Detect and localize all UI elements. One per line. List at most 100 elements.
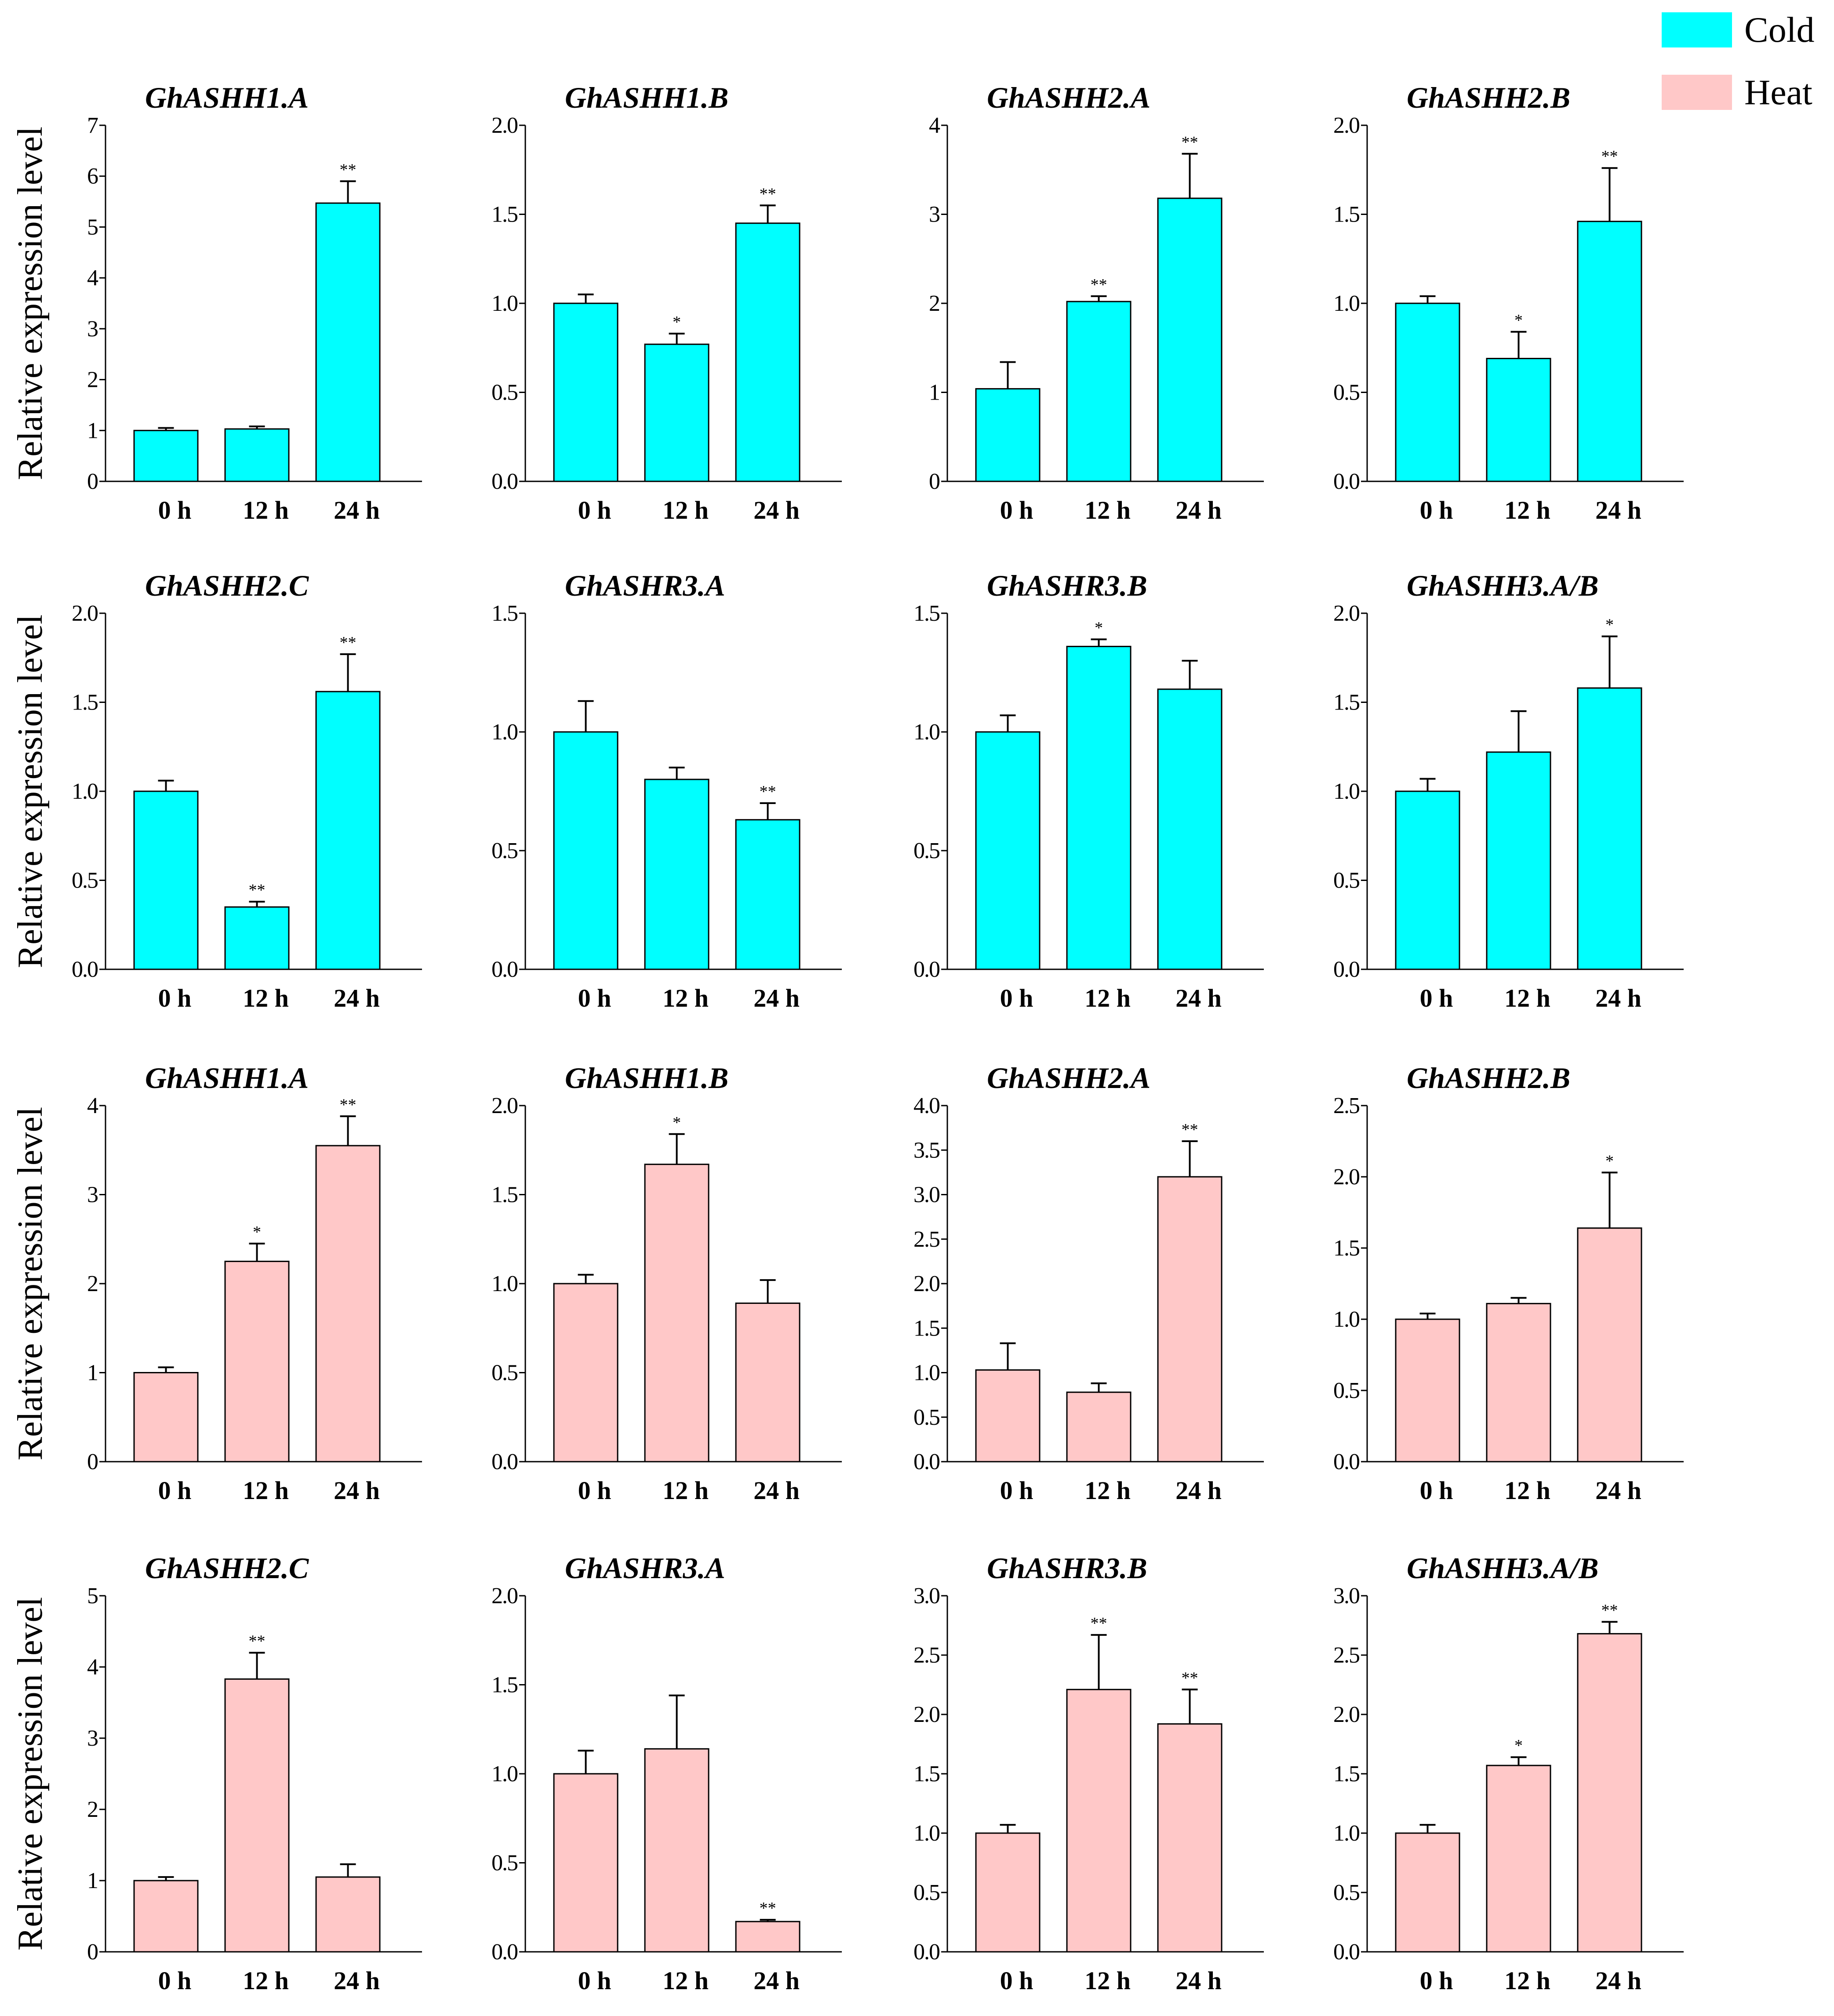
x-tick-label: 12 h — [662, 496, 709, 524]
bar-24h — [1577, 221, 1642, 482]
y-tick-label: 6 — [87, 164, 98, 189]
legend: Cold Heat — [1662, 10, 1814, 112]
bar-24h — [1577, 1227, 1642, 1463]
bar-0h — [975, 388, 1041, 482]
legend-swatch-heat — [1662, 75, 1732, 110]
significance-marker: ** — [760, 782, 776, 801]
bar-12h — [224, 1678, 290, 1953]
chart-title: GhASHH1.B — [565, 81, 728, 114]
bar-0h — [553, 731, 619, 970]
significance-marker: ** — [249, 881, 266, 899]
y-tick-label: 3.0 — [913, 1183, 940, 1208]
y-tick-label: 0.0 — [1333, 957, 1360, 982]
x-tick-label: 0 h — [1420, 1476, 1453, 1505]
x-tick-label: 12 h — [243, 496, 289, 524]
x-tick-label: 0 h — [158, 496, 192, 524]
significance-marker: ** — [249, 1632, 266, 1651]
x-tick-label: 0 h — [1420, 984, 1453, 1012]
bar-24h — [1577, 1633, 1642, 1953]
x-tick-label: 12 h — [1504, 1476, 1550, 1505]
bar-24h — [1157, 1723, 1223, 1953]
x-tick-label: 24 h — [1175, 496, 1222, 524]
x-tick-label: 24 h — [753, 1966, 800, 1995]
bar-12h — [1066, 301, 1132, 482]
chart-title: GhASHR3.A — [565, 1551, 725, 1585]
chart-title: GhASHH1.B — [565, 1061, 728, 1095]
significance-marker: ** — [1601, 1601, 1618, 1619]
y-tick-label: 0.5 — [72, 868, 98, 893]
chart-title: GhASHH2.A — [987, 81, 1150, 114]
x-tick-label: 24 h — [334, 984, 380, 1012]
y-tick-label: 3 — [929, 202, 939, 227]
significance-marker: ** — [340, 160, 357, 179]
y-tick-label: 1.5 — [491, 202, 517, 227]
significance-marker: * — [1095, 619, 1103, 637]
chart-panel-11: GhASHH2.B 0.0 0.5 1.0 1.5 2.0 2.5 0 h 12 h * 24 h — [1333, 1061, 1684, 1505]
y-tick-label: 1.0 — [491, 1761, 518, 1787]
x-tick-label: 24 h — [334, 496, 380, 524]
y-tick-label: 0.5 — [1333, 1880, 1359, 1905]
bar-0h — [975, 1832, 1041, 1953]
bar-12h — [224, 906, 290, 970]
bar-0h — [133, 429, 199, 482]
y-tick-label: 4 — [87, 1093, 98, 1118]
x-tick-label: 12 h — [1084, 1966, 1131, 1995]
x-tick-label: 12 h — [1504, 496, 1550, 524]
significance-marker: * — [1605, 1152, 1614, 1170]
bar-24h — [315, 202, 381, 482]
bar-0h — [553, 1283, 619, 1463]
chart-title: GhASHR3.B — [987, 1551, 1147, 1585]
x-tick-label: 0 h — [1000, 496, 1033, 524]
chart-title: GhASHH3.A/B — [1407, 569, 1599, 602]
y-tick-label: 1.5 — [1333, 1236, 1359, 1261]
bar-12h — [1486, 1765, 1551, 1953]
bar-24h — [315, 1145, 381, 1463]
y-tick-label: 1.0 — [913, 1361, 940, 1386]
y-tick-label: 2.5 — [913, 1643, 939, 1668]
chart-title: GhASHH2.A — [987, 1061, 1150, 1095]
significance-marker: ** — [340, 1095, 357, 1114]
significance-marker: ** — [1601, 147, 1618, 166]
chart-panel-9: GhASHH1.B 0.0 0.5 1.0 1.5 2.0 0 h * 12 h 24 h — [491, 1061, 842, 1505]
y-tick-label: 2.0 — [491, 113, 518, 138]
chart-title: GhASHH2.C — [145, 569, 309, 602]
x-tick-label: 24 h — [334, 1966, 380, 1995]
y-tick-label: 2.0 — [491, 1583, 518, 1608]
legend-label-heat: Heat — [1744, 72, 1812, 112]
y-tick-label: 2.0 — [913, 1702, 940, 1727]
y-tick-label: 2 — [87, 1271, 98, 1296]
y-tick-label: 2.5 — [1333, 1643, 1359, 1668]
x-tick-label: 24 h — [1595, 1966, 1641, 1995]
y-tick-label: 0.0 — [491, 1449, 518, 1474]
x-tick-label: 24 h — [1175, 984, 1222, 1012]
y-tick-label: 0.5 — [913, 838, 939, 863]
bar-12h — [1486, 751, 1551, 970]
bar-0h — [975, 1369, 1041, 1463]
x-tick-label: 12 h — [662, 1476, 709, 1505]
significance-marker: * — [1514, 311, 1523, 330]
bar-24h — [735, 1921, 801, 1953]
y-tick-label: 1.5 — [913, 1761, 939, 1787]
x-tick-label: 12 h — [662, 1966, 709, 1995]
y-tick-label: 2.0 — [913, 1271, 940, 1296]
bar-24h — [735, 222, 801, 482]
y-tick-label: 2 — [87, 1797, 98, 1822]
y-tick-label: 0.0 — [491, 469, 518, 494]
y-tick-label: 0 — [929, 469, 940, 494]
bar-0h — [133, 1880, 199, 1953]
y-tick-label: 1.5 — [913, 601, 939, 626]
bar-12h — [644, 343, 710, 482]
x-tick-label: 12 h — [1084, 984, 1131, 1012]
bar-0h — [133, 1372, 199, 1463]
y-tick-label: 4 — [87, 266, 98, 291]
y-tick-label: 1.5 — [491, 1183, 517, 1208]
y-tick-label: 1.0 — [913, 720, 940, 745]
significance-marker: ** — [1182, 1121, 1198, 1139]
y-tick-label: 4 — [929, 113, 940, 138]
x-tick-label: 0 h — [1000, 984, 1033, 1012]
bar-24h — [1157, 197, 1223, 482]
y-tick-label: 1.0 — [913, 1821, 940, 1846]
bar-0h — [1395, 790, 1460, 970]
bar-0h — [975, 731, 1041, 970]
chart-panel-4: GhASHH2.C Relative expression level 0.0 0.5… — [11, 569, 422, 1012]
